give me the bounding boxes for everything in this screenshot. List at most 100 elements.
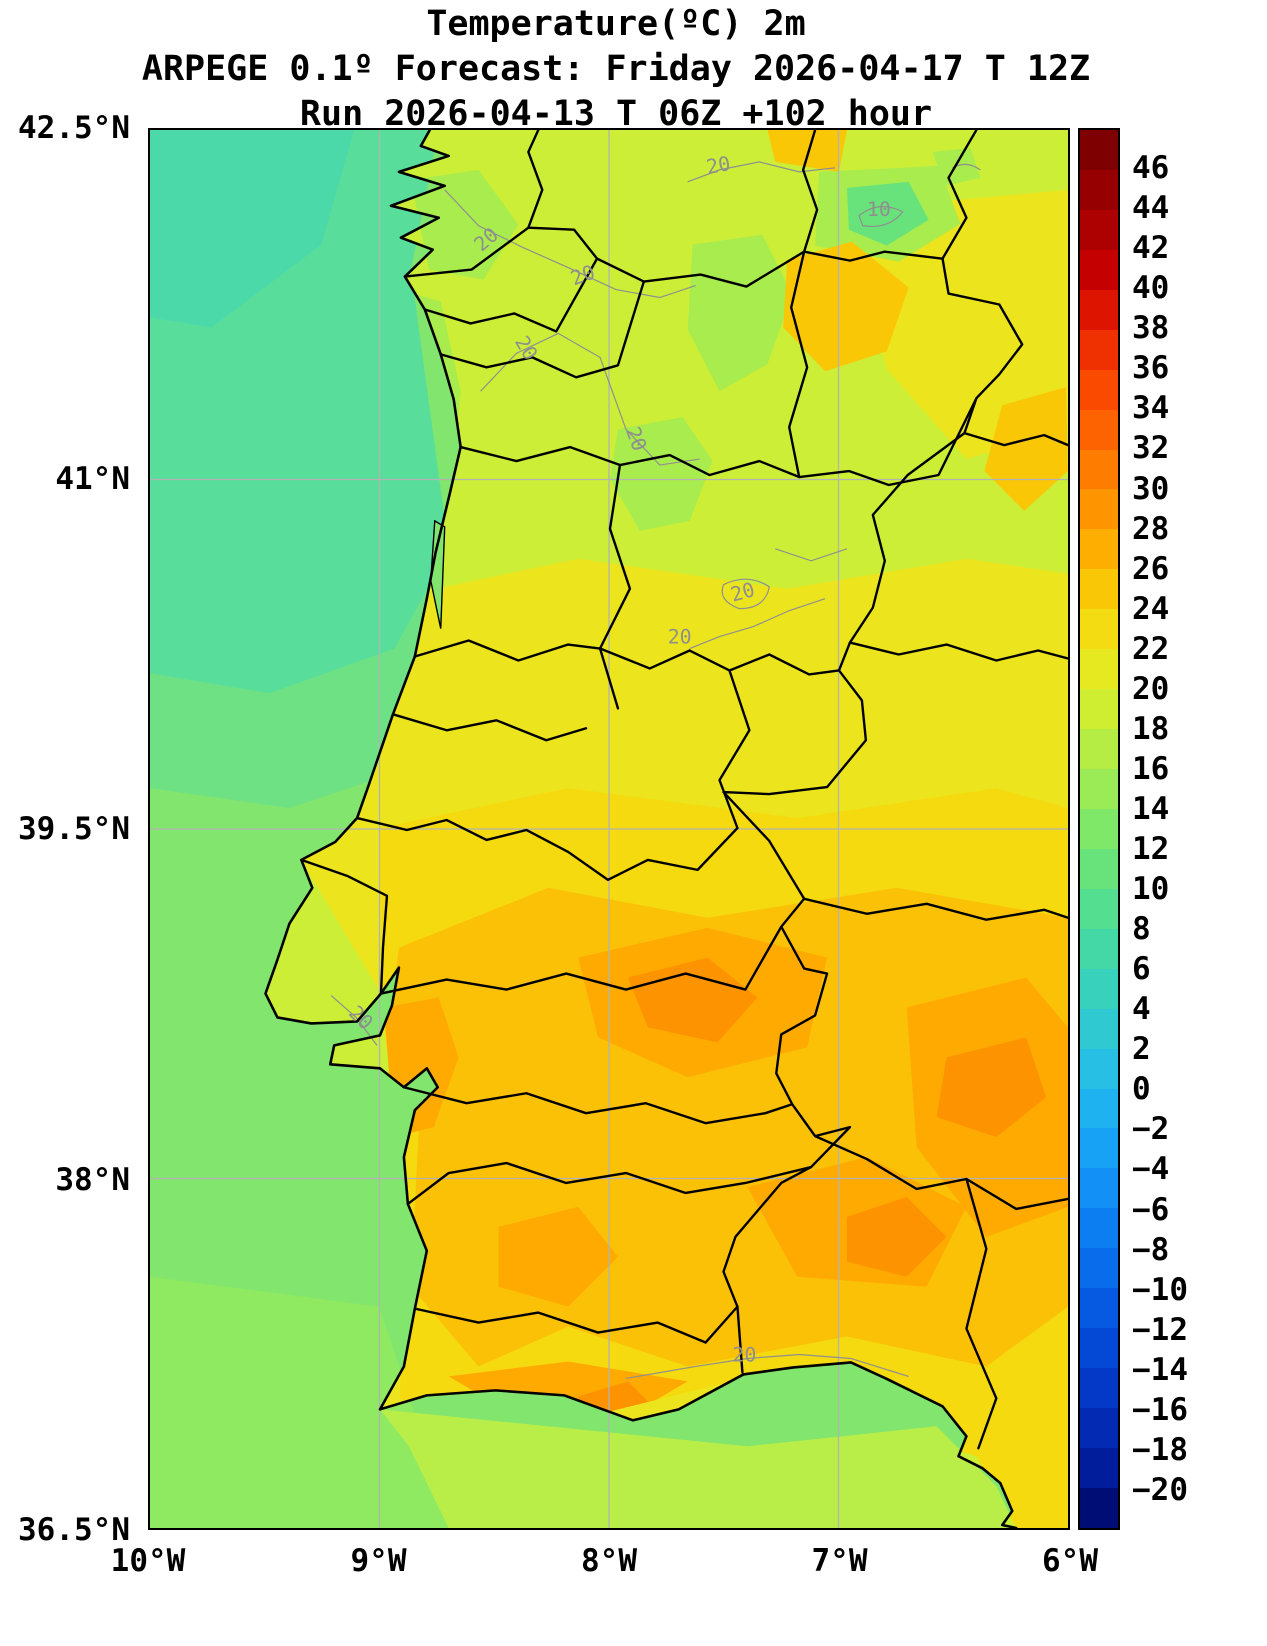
colorbar-segment [1080,249,1118,290]
district-boundary [527,130,544,229]
colorbar-tick-label: 12 [1132,831,1170,868]
colorbar-segment [1080,130,1118,170]
contour-label: 20 [705,152,733,179]
temperature-contour-line [444,189,696,299]
district-boundary [391,713,588,742]
colorbar-tick-label: −10 [1132,1271,1188,1308]
colorbar-tick-label: −4 [1132,1151,1170,1188]
colorbar-segment [1080,649,1118,690]
colorbar-segment [1080,169,1118,210]
colorbar-tick-label: −8 [1132,1231,1170,1268]
chart-title: Temperature(ºC) 2m [426,4,806,44]
temperature-contour-line [721,578,770,610]
temperature-contour-line [775,548,848,562]
land-temperature-region [498,1206,618,1307]
colorbar-segment [1080,1208,1118,1249]
land-temperature-region [783,241,909,372]
colorbar-tick-label: 36 [1132,350,1170,387]
colorbar-segment [1080,1487,1118,1528]
temperature-contour-line [330,995,378,1046]
colorbar-tick-label: −6 [1132,1191,1170,1228]
colorbar-segment [1080,1168,1118,1209]
colorbar-tick-label: 16 [1132,750,1170,787]
colorbar-tick-label: 4 [1132,991,1151,1028]
district-boundaries [300,130,1068,1450]
chart-subtitle-forecast: ARPEGE 0.1º Forecast: Friday 2026-04-17 … [141,49,1091,89]
district-boundary [848,641,1068,662]
land-temperature-region [932,147,981,186]
lon-tick-label: 9°W [350,1543,407,1579]
district-boundary [300,858,389,995]
lon-tick-label: 8°W [581,1543,637,1579]
colorbar-segment [1080,769,1118,809]
land-temperature-region [767,130,847,172]
colorbar-tick-label: −16 [1132,1391,1188,1428]
colorbar-tick-label: 14 [1132,790,1170,827]
colorbar-segment [1080,1128,1118,1169]
district-boundary [413,639,841,676]
colorbar-segment [1080,1048,1118,1089]
district-boundary [965,1177,998,1450]
contour-label: 10 [867,198,891,221]
colorbar-tick-label: 20 [1132,670,1170,707]
colorbar-tick-label: 26 [1132,550,1170,587]
contour-label: 20 [732,1343,756,1366]
colorbar-segment [1080,529,1118,570]
map-plot-area: 20 20 20 20 20 20 20 20 20 10 [148,128,1070,1530]
land-temperature-region [627,957,758,1043]
colorbar-segment [1080,289,1118,330]
colorbar-tick-label: 10 [1132,871,1170,908]
sea-temperature-region [150,548,459,809]
district-boundary [801,130,819,253]
lat-tick-label: 39.5°N [18,811,130,847]
colorbar-segment [1080,1288,1118,1329]
district-boundary [788,250,809,479]
land-temperature-region [846,181,929,246]
colorbar-tick-label: 0 [1132,1071,1151,1108]
colorbar-segment [1080,1408,1118,1448]
colorbar-tick-label: 34 [1132,390,1170,427]
colorbar-tick-labels: 46 44 42 40 38 36 34 32 30 28 26 24 22 20 18 16 14 12 10 8 6… [1132,128,1267,1530]
district-boundary [459,397,978,487]
temperature-contour-line [625,1353,909,1380]
colorbar-segment [1080,848,1118,889]
colorbar-segment [1080,729,1118,769]
district-boundary [802,897,1068,921]
colorbar-tick-label: 30 [1132,470,1170,507]
district-boundary [402,1086,794,1125]
sea-temperature-region [150,1276,449,1528]
land-temperature-region [609,417,713,531]
colorbar-tick-label: 6 [1132,951,1151,988]
district-boundary [423,257,599,333]
coastline [264,130,1018,1528]
chart-titles: Temperature(ºC) 2m ARPEGE 0.1º Forecast:… [0,2,1232,137]
colorbar-segment [1080,449,1118,490]
colorbar-segment [1080,1008,1118,1049]
colorbar-tick-label: 18 [1132,710,1170,747]
lon-tick-label: 7°W [811,1543,868,1579]
colorbar-tick-label: 46 [1132,150,1170,187]
district-boundary [413,1305,739,1344]
sea-temperature-region [379,1409,1017,1528]
district-boundary [813,1134,1068,1211]
district-boundary [406,1161,813,1206]
lat-tick-label: 36.5°N [18,1512,130,1548]
colorbar-tick-label: 44 [1132,190,1170,227]
land-temperature-region [410,169,519,280]
colorbar-tick-label: 8 [1132,911,1151,948]
colorbar-tick-label: 28 [1132,510,1170,547]
lat-tick-label: 42.5°N [18,110,130,146]
lat-tick-label: 41°N [55,460,130,497]
sea-temperature-region [150,130,355,328]
colorbar-segment [1080,369,1118,410]
colorbar-segment [1080,1328,1118,1369]
colorbar-segment [1080,209,1118,250]
temperature-contour-line [480,332,700,466]
longitude-axis: 10°W 9°W 8°W 7°W 6°W [111,1536,1098,1584]
temperature-contour-line [858,206,904,227]
chart-subtitle-run: Run 2026-04-13 T 06Z +102 hour [299,94,933,134]
district-boundary [941,130,978,260]
district-boundary [598,463,632,710]
colorbar-tick-label: 2 [1132,1031,1151,1068]
